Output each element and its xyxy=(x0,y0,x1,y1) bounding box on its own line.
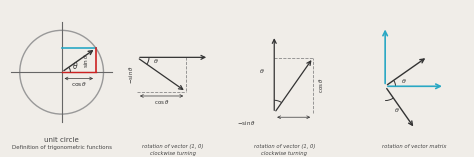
Text: rotation of vector matrix: rotation of vector matrix xyxy=(383,144,447,149)
Text: $-\sin\theta$: $-\sin\theta$ xyxy=(127,65,135,84)
Text: $\cos\theta$: $\cos\theta$ xyxy=(154,98,169,106)
Text: $\sin\theta$: $\sin\theta$ xyxy=(82,53,90,68)
Text: $-\sin\theta$: $-\sin\theta$ xyxy=(237,119,256,127)
Text: $\cos\theta$: $\cos\theta$ xyxy=(317,78,325,93)
Text: $\theta$: $\theta$ xyxy=(72,60,79,71)
Text: rotation of vector (1, 0)
clockwise turning
results in (cos θ, -sin θ): rotation of vector (1, 0) clockwise turn… xyxy=(142,144,204,157)
Text: $\theta$: $\theta$ xyxy=(394,106,400,114)
Text: Definition of trigonometric functions: Definition of trigonometric functions xyxy=(12,146,111,151)
Text: $\theta$: $\theta$ xyxy=(401,77,406,85)
Text: rotation of vector (1, 0)
clockwise turning
results in (sin θ, cos θ): rotation of vector (1, 0) clockwise turn… xyxy=(254,144,315,157)
Text: $\theta$: $\theta$ xyxy=(153,57,159,65)
Text: $\theta$: $\theta$ xyxy=(259,67,265,75)
Text: unit circle: unit circle xyxy=(44,137,79,143)
Text: $\cos\theta$: $\cos\theta$ xyxy=(71,80,87,88)
